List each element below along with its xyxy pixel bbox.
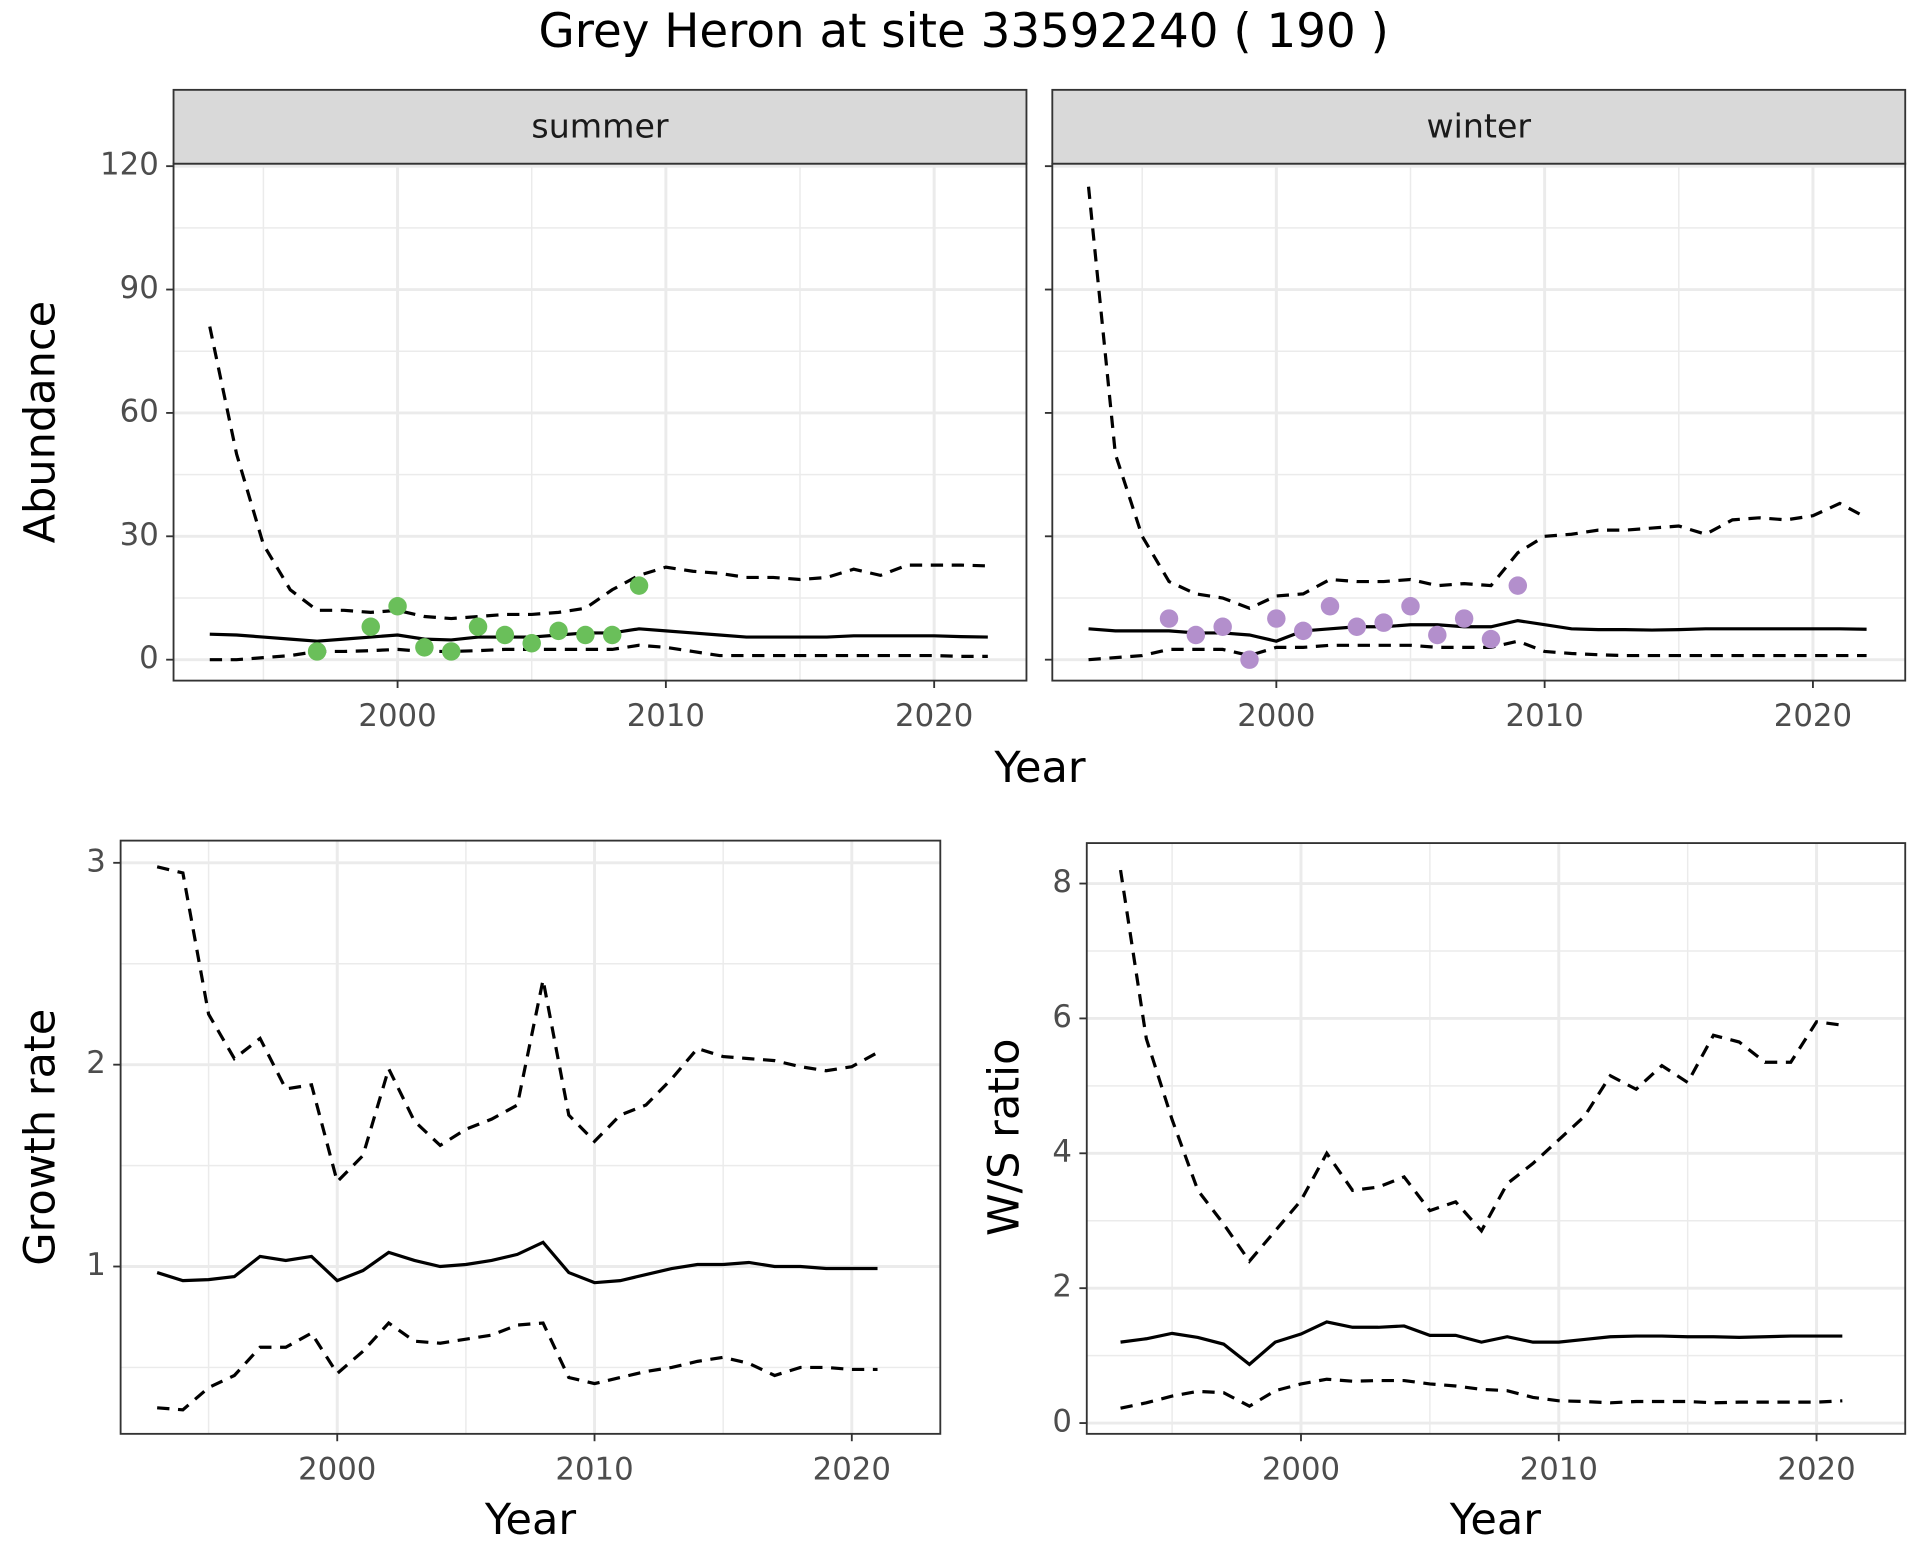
data-point	[1347, 617, 1367, 637]
data-point	[441, 642, 461, 661]
series-line	[156, 1240, 878, 1285]
data-point	[468, 617, 488, 637]
x-tick-label: 2020	[895, 698, 973, 734]
facet-strip	[1051, 88, 1907, 165]
x-tick-label: 2020	[1774, 698, 1852, 734]
data-point	[495, 625, 515, 645]
data-point	[1240, 650, 1259, 669]
y-tick-label: 2	[86, 1045, 106, 1081]
y-tick-label: 0	[1052, 1404, 1072, 1440]
facet-label: summer	[531, 106, 669, 145]
panel-background	[173, 163, 1027, 681]
series-line	[208, 326, 988, 621]
x-tick-label: 2010	[555, 1451, 633, 1487]
x-tick-label: 2020	[813, 1451, 891, 1487]
y-tick-label: 60	[120, 393, 159, 429]
x-tick-label: 2000	[358, 698, 436, 734]
data-point	[1186, 625, 1206, 645]
data-point	[415, 638, 434, 657]
data-point	[602, 625, 622, 645]
data-point	[1213, 617, 1232, 637]
y-tick-label: 1	[86, 1247, 106, 1283]
data-point	[388, 596, 407, 616]
data-point	[361, 617, 380, 637]
x-tick-label: 2000	[298, 1451, 376, 1487]
series-line	[1118, 869, 1843, 1264]
data-point	[307, 642, 327, 661]
data-point	[1320, 596, 1340, 616]
data-point	[522, 634, 541, 653]
facet-label: winter	[1426, 106, 1531, 145]
y-axis-title: Growth rate	[16, 1009, 66, 1266]
panel-background	[1086, 843, 1906, 1434]
panel-border	[119, 839, 942, 1435]
data-point	[1481, 629, 1501, 649]
panel-background	[120, 840, 941, 1434]
facet-strip	[172, 88, 1028, 165]
series-line	[209, 627, 988, 643]
x-axis-title: Year	[1449, 1495, 1541, 1545]
data-point	[1508, 576, 1528, 595]
series-line	[209, 643, 988, 662]
x-tick-label: 2010	[1520, 1451, 1598, 1487]
data-point	[629, 576, 649, 595]
panel-background	[1052, 163, 1906, 681]
y-tick-label: 30	[120, 517, 159, 553]
x-axis-title: Year	[484, 1495, 576, 1545]
data-point	[1428, 625, 1447, 645]
data-point	[1401, 596, 1420, 616]
x-tick-label: 2000	[1237, 698, 1315, 734]
y-tick-label: 120	[100, 147, 159, 183]
y-tick-label: 0	[139, 640, 159, 676]
x-tick-label: 2010	[1506, 698, 1584, 734]
data-point	[1454, 609, 1474, 628]
y-axis-title: W/S ratio	[979, 1039, 1029, 1236]
data-point	[1159, 609, 1179, 628]
y-tick-label: 2	[1052, 1269, 1072, 1305]
y-tick-label: 90	[120, 270, 159, 306]
x-tick-label: 2010	[627, 698, 705, 734]
x-tick-label: 2020	[1777, 1451, 1855, 1487]
data-point	[549, 621, 568, 641]
x-axis-title: Year	[993, 743, 1085, 793]
series-line	[1086, 186, 1868, 611]
y-tick-label: 4	[1052, 1134, 1072, 1170]
data-point	[1293, 621, 1313, 641]
panel-border	[1085, 842, 1907, 1435]
series-line	[1088, 639, 1867, 662]
data-point	[576, 625, 595, 645]
series-line	[157, 1320, 878, 1412]
x-tick-label: 2000	[1262, 1451, 1340, 1487]
series-line	[1120, 1320, 1843, 1367]
y-axis-title: Abundance	[16, 301, 66, 544]
series-line	[1120, 1377, 1843, 1410]
y-tick-label: 3	[86, 843, 106, 879]
figure-title: Grey Heron at site 33592240 ( 190 )	[539, 5, 1389, 59]
y-tick-label: 8	[1052, 864, 1072, 900]
data-point	[1267, 609, 1286, 628]
data-point	[1374, 613, 1393, 632]
y-tick-label: 6	[1052, 999, 1072, 1035]
